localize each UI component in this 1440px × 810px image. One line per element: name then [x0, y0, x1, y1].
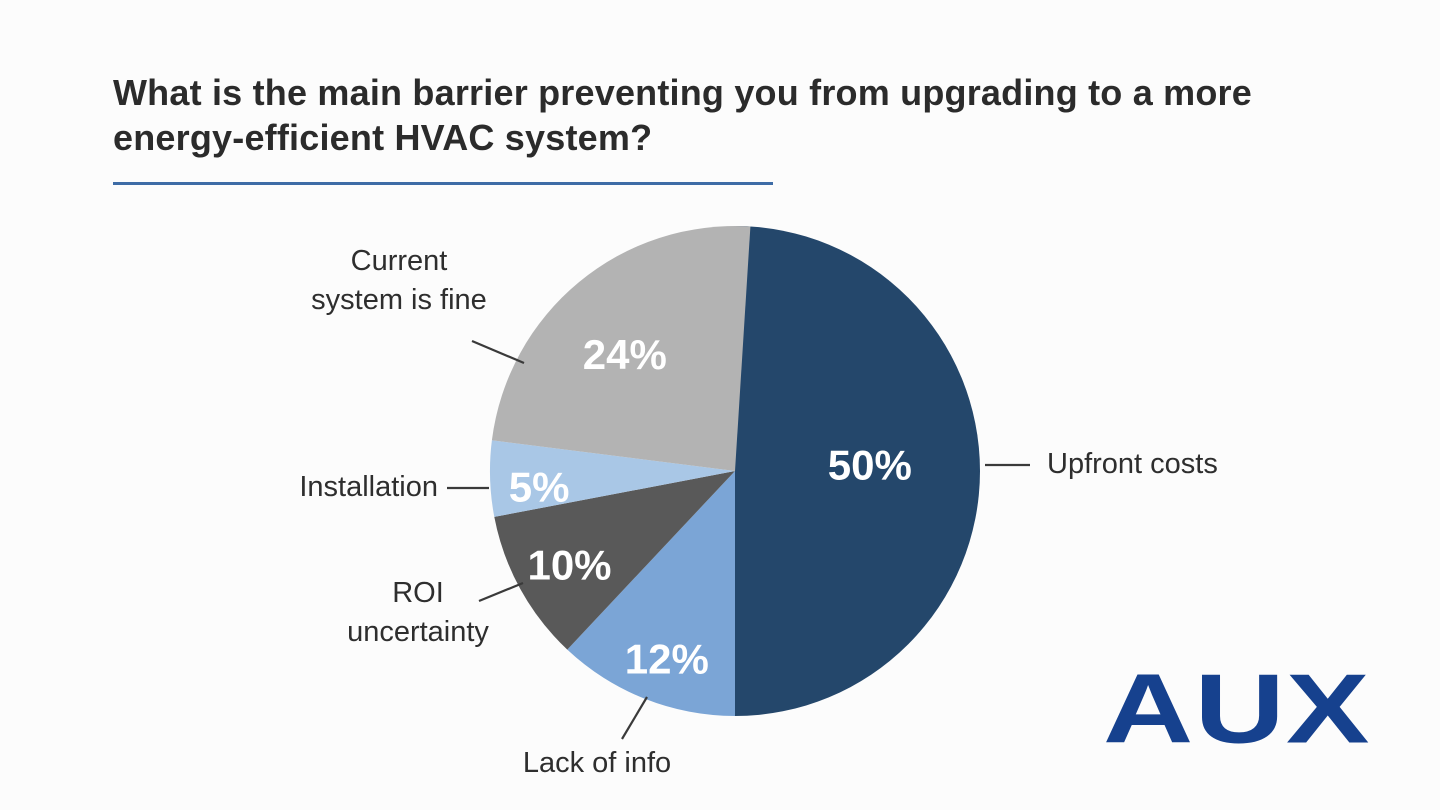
pie-slice: [735, 226, 980, 716]
leader-line: [621, 696, 648, 740]
callout-installation: Installation: [238, 469, 438, 505]
pie-slice: [567, 471, 735, 716]
pie-slice: [489, 440, 735, 517]
pie-slice: [491, 226, 751, 471]
callout-label-line: ROI: [392, 577, 444, 609]
slice-value-label: 12%: [625, 636, 709, 683]
slice-value-label: 5%: [509, 464, 570, 511]
pie-slice: [494, 471, 735, 650]
aux-logo: AUX: [1103, 654, 1371, 764]
slice-value-label: 24%: [583, 331, 667, 378]
callout-label-line: uncertainty: [347, 616, 489, 648]
callout-label-line: system is fine: [311, 284, 487, 316]
title-underline: [113, 182, 773, 185]
callout-label-line: Installation: [299, 471, 438, 503]
slice-value-label: 50%: [828, 442, 912, 489]
callout-label-line: Lack of info: [522, 747, 672, 779]
leader-line: [478, 581, 524, 603]
callout-roi-uncertainty: ROI uncertainty: [268, 574, 568, 652]
callout-upfront-costs: Upfront costs: [1047, 446, 1218, 482]
callout-lack-of-info: Lack of info: [447, 744, 747, 783]
chart-title: What is the main barrier preventing you …: [113, 72, 1252, 158]
slice-value-label: 10%: [527, 542, 611, 589]
leader-line: [471, 339, 525, 365]
callout-label-line: Current: [350, 245, 448, 277]
callout-current-system: Current system is fine: [249, 242, 549, 320]
callout-label-line: Upfront costs: [1047, 448, 1218, 480]
